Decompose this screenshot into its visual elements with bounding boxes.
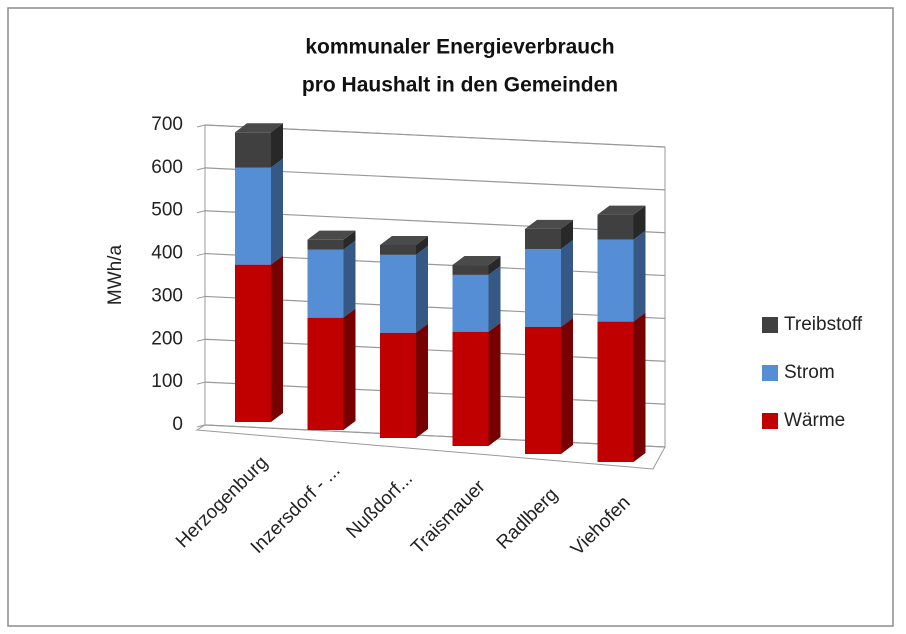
bar-front [597,321,634,462]
bar-top [452,256,501,266]
bar-segment [235,158,283,265]
bar-front [307,239,344,250]
chart-title: kommunaler Energieverbrauch [305,36,614,59]
bar-front [525,248,561,327]
bar-segment [452,322,501,446]
bar-top [597,205,646,215]
bar-front [235,132,271,168]
y-tick [196,338,206,342]
grid-line [204,424,666,448]
bar-front [525,228,561,249]
y-tick-label: 400 [151,243,183,264]
bar-front [380,245,416,255]
bar-segment [307,240,356,318]
legend-label: Strom [784,362,835,383]
legend-swatch [762,413,778,429]
bar-side [271,158,283,265]
bar-side [416,323,428,438]
chart-title: pro Haushalt in den Gemeinden [302,74,618,97]
y-tick-label: 700 [151,114,183,135]
y-tick-label: 100 [151,371,183,392]
y-tick [196,167,206,171]
y-tick-label: 600 [151,157,183,178]
bar-side [343,240,356,318]
bar-segment [525,219,573,249]
bar-segment [452,265,501,332]
legend-label: Treibstoff [784,314,863,335]
bar-side [488,322,501,446]
y-axis-label: MWh/a [105,244,126,305]
bar-side [271,123,283,168]
bar-side [561,239,573,327]
bar-side [561,317,573,454]
bar-side [633,205,646,240]
bar-front [235,264,271,422]
bar-segment [307,230,356,250]
bar-segment [380,245,428,333]
bar-top [380,236,428,246]
bar-front [380,254,416,333]
bar-top [235,123,283,133]
bar-side [271,255,283,422]
bar-side [488,265,501,332]
y-tick-label: 300 [151,285,183,306]
bar-segment [597,312,646,462]
bar-segment [452,256,501,275]
y-tick [196,381,206,385]
bar-side [561,219,573,249]
y-tick-label: 500 [151,200,183,221]
bar-side [416,236,428,255]
bar-top [525,219,573,229]
bar-side [633,312,646,462]
bar-segment [380,323,428,438]
bar-segment [597,205,646,240]
bar-side [633,230,646,322]
legend-swatch [762,365,778,381]
bar-front [307,249,344,318]
bar-front [307,317,344,430]
bar-top [307,230,356,240]
bar-front [380,332,416,438]
y-tick [196,210,206,214]
bar-front [452,331,489,446]
bar-side [416,245,428,333]
bar-segment [525,239,573,327]
bar-segment [380,236,428,255]
bar-front [452,265,489,275]
legend-label: Wärme [784,410,845,431]
y-tick [196,424,206,428]
y-tick [196,124,206,128]
bar-side [488,256,501,275]
bar-front [235,167,271,265]
bar-segment [235,255,283,422]
bar-segment [307,308,356,430]
bar-side [343,308,356,430]
bar-segment [235,123,283,168]
y-tick-label: 0 [172,414,183,435]
legend-swatch [762,317,778,333]
bar-side [343,230,356,250]
bar-segment [525,317,573,454]
bar-front [452,274,489,332]
y-tick-label: 200 [151,328,183,349]
y-tick [196,295,206,299]
bar-front [597,214,634,240]
bar-segment [597,230,646,322]
bar-front [597,239,634,322]
bar-front [525,326,561,454]
y-tick [196,253,206,257]
